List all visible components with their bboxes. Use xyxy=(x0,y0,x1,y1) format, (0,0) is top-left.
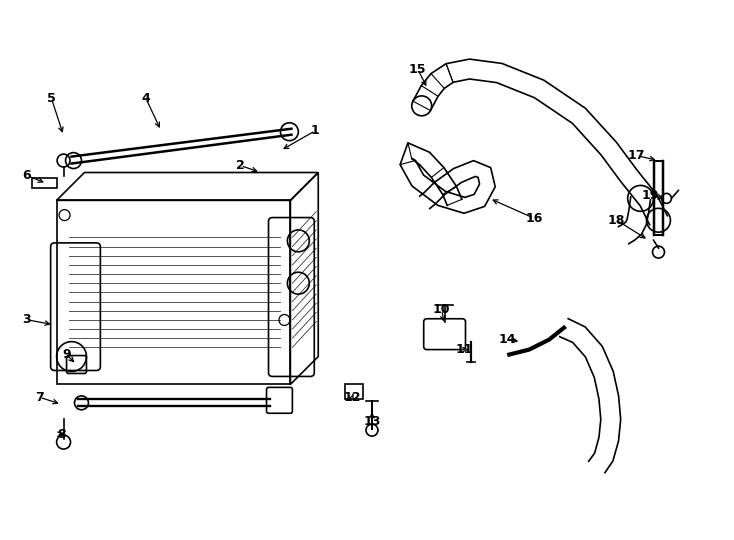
Text: 5: 5 xyxy=(47,92,56,105)
Text: 2: 2 xyxy=(236,159,245,172)
Text: 14: 14 xyxy=(498,333,516,346)
Text: 7: 7 xyxy=(35,391,44,404)
Text: 9: 9 xyxy=(62,348,71,361)
Text: 4: 4 xyxy=(142,92,150,105)
Text: 8: 8 xyxy=(57,428,66,441)
Text: 15: 15 xyxy=(409,63,426,76)
Text: 17: 17 xyxy=(628,149,645,162)
Text: 11: 11 xyxy=(456,343,473,356)
Text: 12: 12 xyxy=(344,391,361,404)
Text: 13: 13 xyxy=(363,415,381,428)
Text: 3: 3 xyxy=(23,313,31,326)
Text: 10: 10 xyxy=(433,303,451,316)
Text: 6: 6 xyxy=(23,169,31,182)
Text: 1: 1 xyxy=(311,124,319,137)
Text: 18: 18 xyxy=(608,214,625,227)
Text: 16: 16 xyxy=(526,212,543,225)
Text: 19: 19 xyxy=(642,189,659,202)
